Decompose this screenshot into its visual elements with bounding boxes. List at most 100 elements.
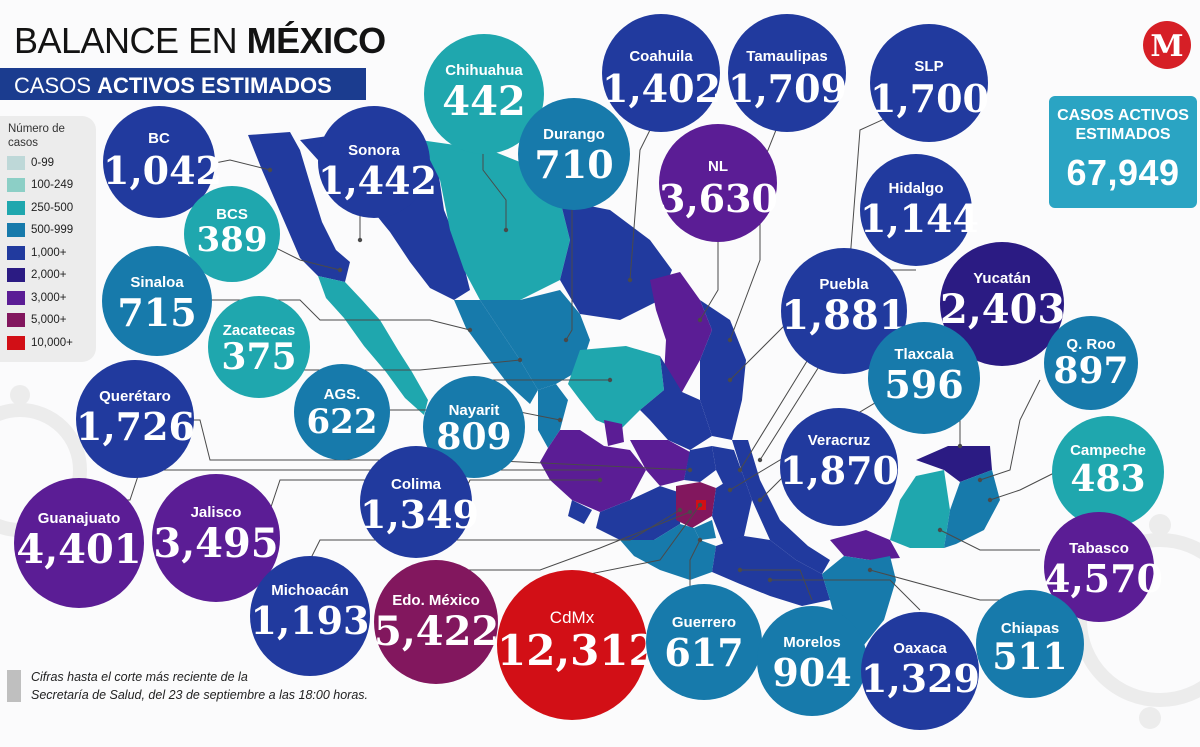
state-bubble-campeche: Campeche 483: [1052, 416, 1164, 528]
total-value: 67,949: [1066, 152, 1180, 193]
state-name: CdMx: [549, 608, 595, 627]
state-bubble-bc: BC 1,042: [103, 106, 222, 218]
state-value: 904: [772, 650, 852, 695]
state-value: 1,042: [103, 148, 222, 193]
state-name: Durango: [543, 126, 605, 143]
region-colima: [568, 500, 592, 524]
state-name: Veracruz: [807, 432, 871, 449]
state-name: Sinaloa: [130, 274, 184, 291]
state-bubble-guanajuato: Guanajuato 4,401: [14, 478, 144, 608]
region-bcs: [318, 276, 428, 415]
state-bubble-veracruz: Veracruz 1,870: [780, 408, 899, 526]
state-value: 483: [1070, 458, 1146, 500]
state-value: 1,193: [250, 598, 370, 643]
state-value: 710: [534, 142, 614, 187]
state-value: 4,570: [1044, 556, 1163, 601]
page-subtitle: CASOS ACTIVOS ESTIMADOS: [0, 68, 366, 100]
footnote: Cifras hasta el corte más reciente de la…: [31, 670, 369, 702]
state-value: 1,881: [781, 292, 907, 339]
region-guerrero: [620, 524, 716, 580]
state-value: 389: [196, 220, 268, 260]
state-name: Oaxaca: [893, 640, 947, 657]
total-label: CASOS ACTIVOS ESTIMADOS: [1057, 107, 1189, 143]
state-name: Puebla: [819, 276, 869, 293]
state-name: Querétaro: [99, 388, 171, 405]
state-value: 375: [221, 336, 297, 378]
total-active-cases-card: CASOS ACTIVOS ESTIMADOS 67,949: [1049, 96, 1197, 208]
state-value: 1,402: [602, 66, 721, 111]
region-slp: [640, 356, 712, 450]
legend-item: 3,000+: [7, 291, 67, 309]
state-name: Q. Roo: [1066, 336, 1116, 353]
state-value: 2,403: [940, 286, 1066, 333]
legend-swatch: [7, 178, 25, 192]
state-value: 715: [117, 290, 197, 335]
state-value: 12,312: [497, 626, 658, 675]
state-bubble-hidalgo: Hidalgo 1,144: [860, 154, 979, 266]
state-name: Tabasco: [1069, 540, 1129, 557]
state-value: 617: [664, 630, 744, 675]
state-bubble-slp: SLP 1,700: [870, 24, 989, 142]
state-bubble-chiapas: Chiapas 511: [976, 590, 1084, 698]
region-guanajuato: [630, 440, 690, 486]
region-veracruz: [732, 440, 830, 574]
state-name: Colima: [390, 476, 441, 493]
state-name: Sonora: [348, 142, 400, 159]
legend-item: 250-500: [7, 201, 73, 219]
state-value: 1,329: [861, 656, 980, 701]
state-name: Hidalgo: [888, 180, 944, 197]
svg-text:M: M: [1150, 29, 1183, 64]
state-value: 809: [436, 416, 512, 458]
state-bubble-tamaulipas: Tamaulipas 1,709: [728, 14, 847, 132]
state-bubble-chihuahua: Chihuahua 442: [424, 34, 544, 154]
legend-swatch: [7, 156, 25, 170]
state-name: AGS.: [323, 386, 361, 403]
state-name: Zacatecas: [222, 322, 296, 339]
state-bubble-cdmx: CdMx 12,312: [497, 570, 658, 720]
state-bubble-sinaloa: Sinaloa 715: [102, 246, 212, 356]
state-bubble-coahuila: Coahuila 1,402: [602, 14, 721, 132]
state-value: 1,726: [76, 404, 195, 449]
state-name: Yucatán: [973, 270, 1031, 287]
legend-swatch: [7, 201, 25, 215]
legend-heading: Número de casos: [8, 123, 65, 149]
page-title: BALANCE EN MÉXICO: [14, 20, 386, 61]
state-value: 442: [442, 78, 526, 125]
state-name: Nayarit: [448, 402, 500, 419]
leader-dots: [267, 167, 993, 583]
region-bc: [248, 132, 350, 282]
state-name: Coahuila: [629, 48, 693, 65]
region-sinaloa: [454, 300, 538, 404]
legend-item: 10,000+: [7, 336, 73, 354]
region-campeche: [890, 470, 950, 548]
region-jalisco: [540, 430, 646, 512]
region-oaxaca: [712, 536, 830, 606]
state-bubble-edomex: Edo. México 5,422: [374, 560, 499, 684]
state-bubble-queretaro: Querétaro 1,726: [76, 360, 195, 478]
state-value: 511: [992, 636, 1068, 678]
legend-swatch: [7, 246, 25, 260]
region-michoacan: [596, 486, 684, 540]
state-value: 1,870: [780, 448, 899, 493]
state-bubble-guerrero: Guerrero 617: [646, 584, 762, 700]
state-value: 897: [1053, 350, 1129, 392]
region-qroo: [944, 470, 1000, 548]
state-name: Guanajuato: [37, 510, 121, 527]
legend-item: 5,000+: [7, 313, 67, 331]
legend-item: 100-249: [7, 178, 73, 196]
state-bubble-zacatecas: Zacatecas 375: [208, 296, 310, 398]
state-value: 1,144: [860, 196, 979, 241]
region-nl: [650, 272, 712, 392]
state-bubble-qroo: Q. Roo 897: [1044, 316, 1138, 410]
state-name: Tlaxcala: [894, 346, 954, 363]
state-bubble-colima: Colima 1,349: [360, 446, 479, 558]
region-nayarit: [538, 384, 568, 448]
footnote-marker: [7, 670, 21, 702]
state-bubble-ags: AGS. 622: [294, 364, 390, 460]
state-bubble-durango: Durango 710: [518, 98, 630, 210]
state-value: 4,401: [16, 526, 142, 573]
state-value: 1,709: [728, 66, 847, 111]
state-value: 1,700: [870, 76, 989, 121]
legend-item: 0-99: [7, 156, 54, 174]
